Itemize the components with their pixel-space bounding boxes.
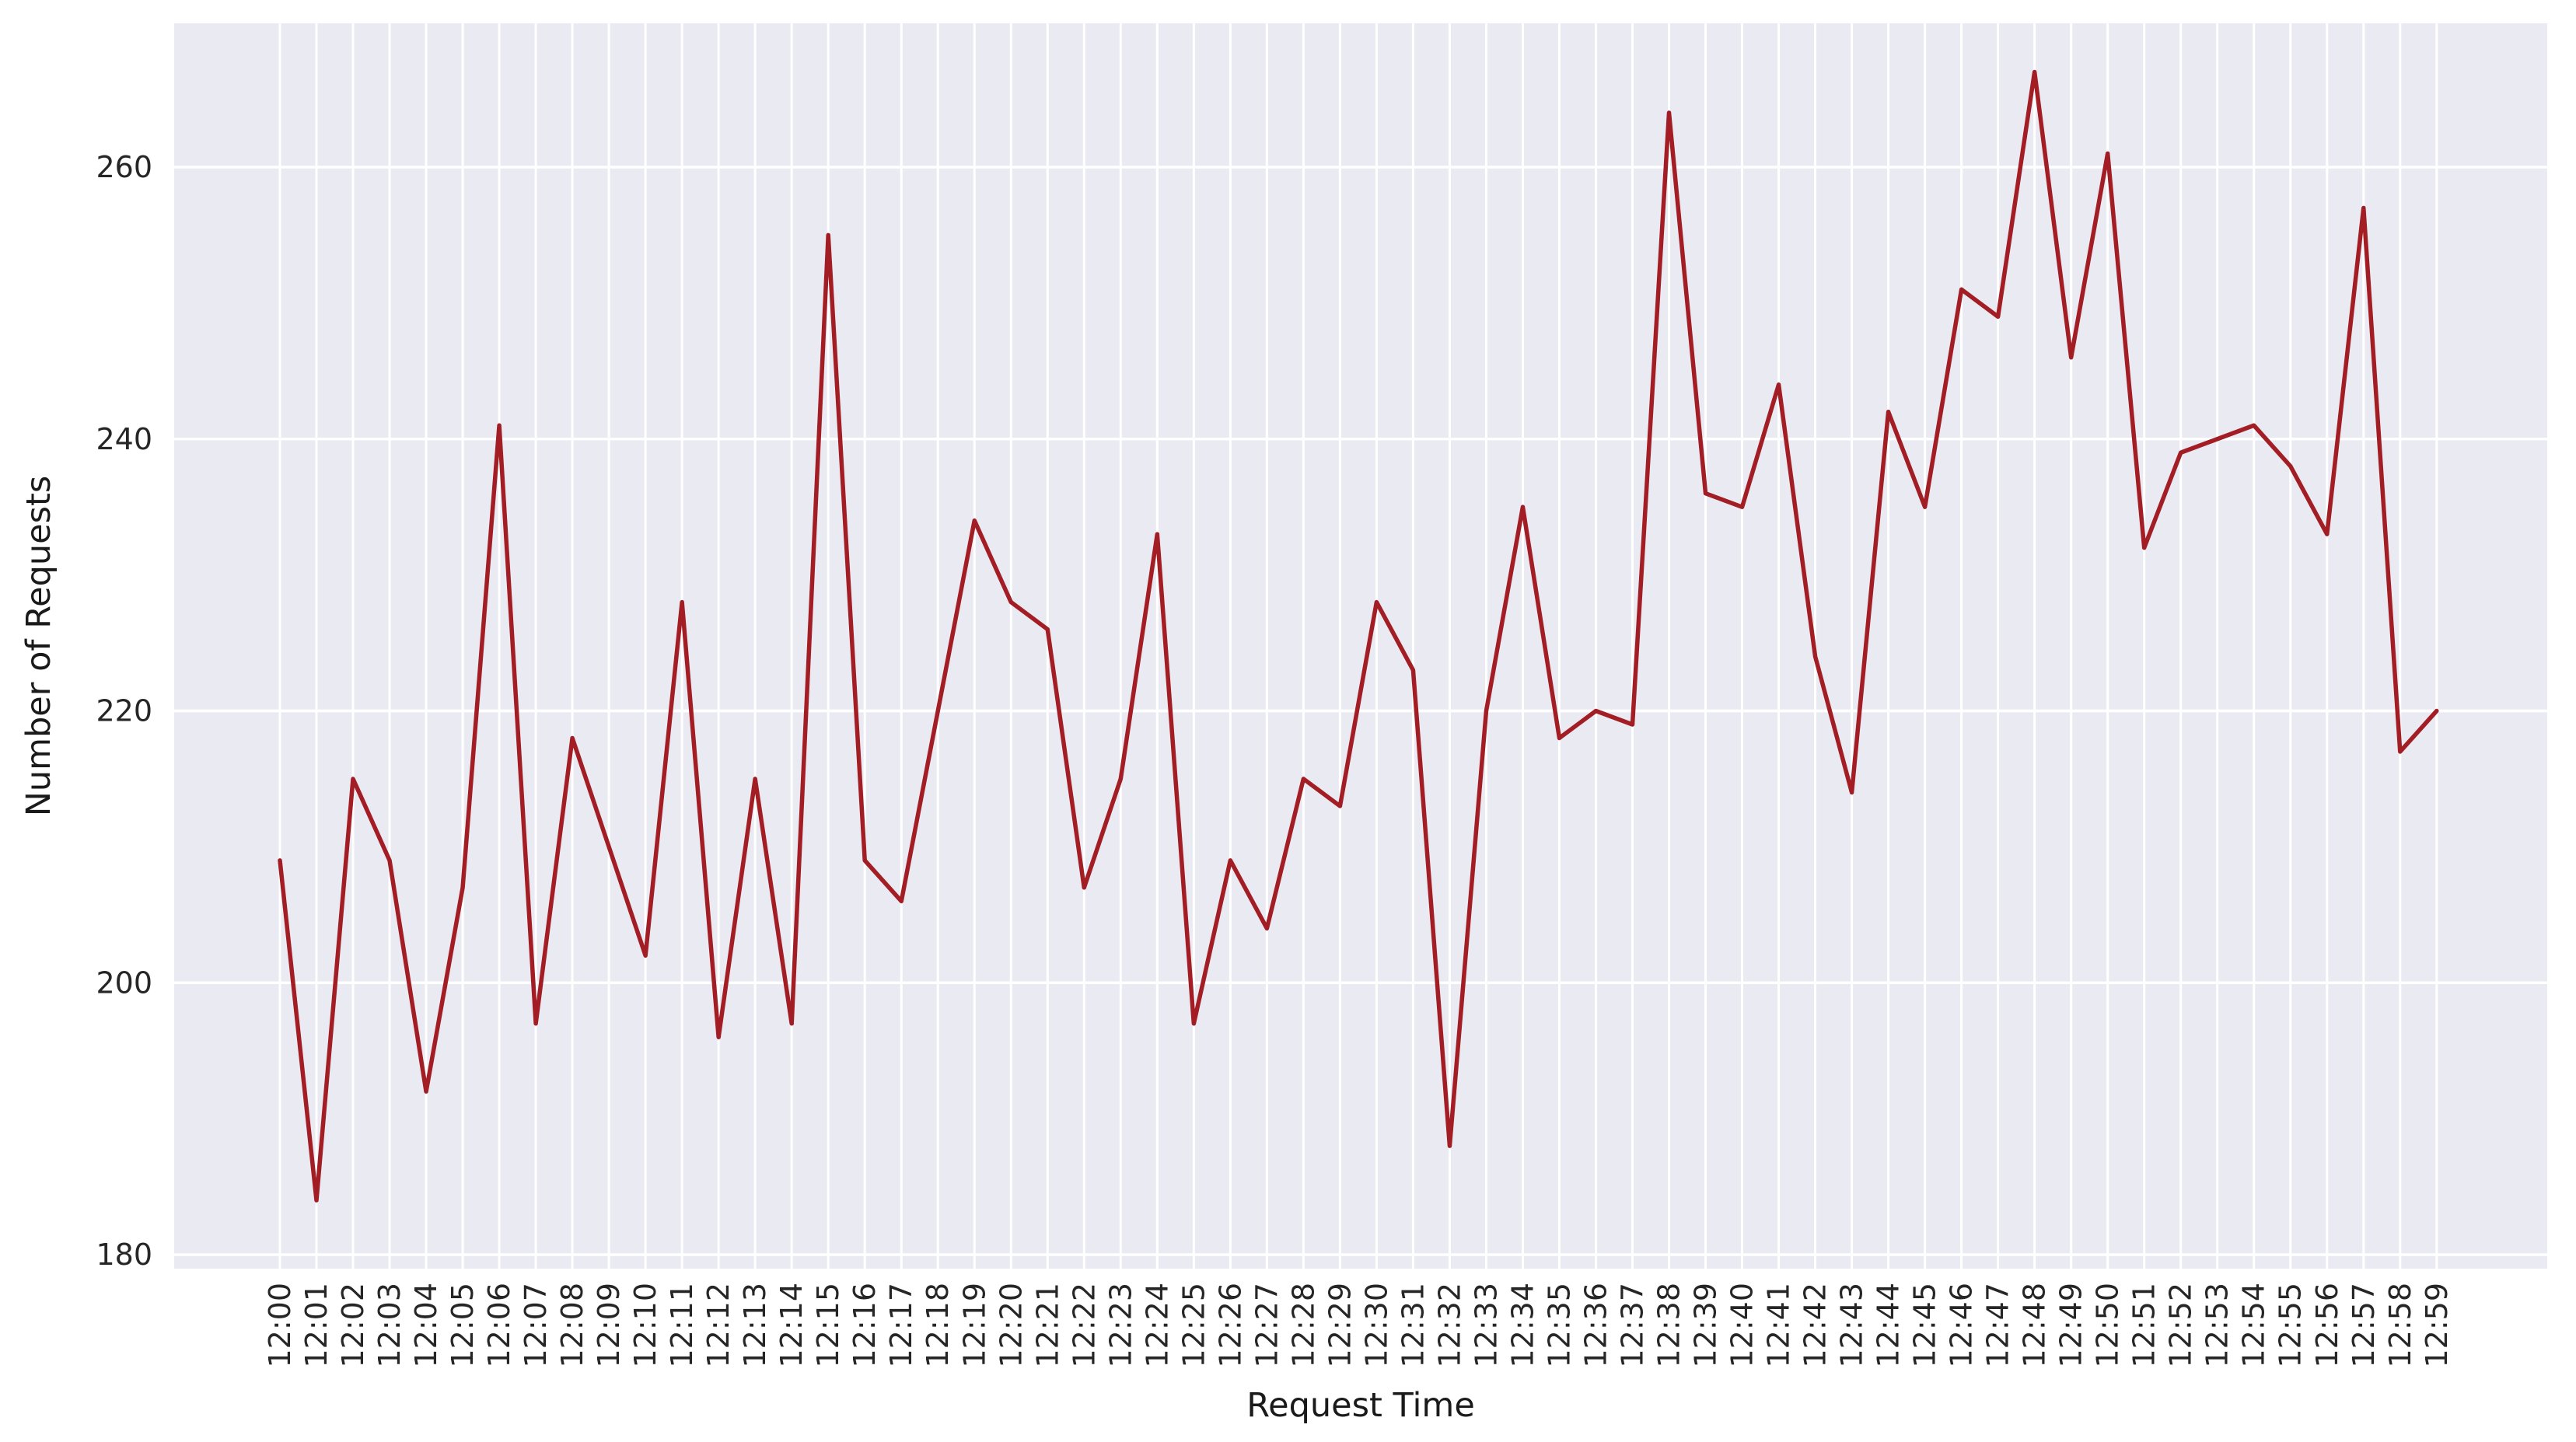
x-tick-label: 12:25 (1176, 1283, 1211, 1368)
y-tick-label: 240 (96, 422, 152, 456)
x-tick-label: 12:51 (2127, 1283, 2162, 1368)
y-tick-label: 220 (96, 694, 152, 728)
y-axis-tick-labels: 180 200 220 240 260 (96, 150, 152, 1272)
x-tick-label: 12:34 (1505, 1283, 1540, 1368)
x-tick-label: 12:41 (1762, 1283, 1796, 1368)
x-tick-label: 12:27 (1250, 1283, 1284, 1368)
x-tick-label: 12:55 (2274, 1283, 2308, 1368)
x-tick-label: 12:16 (848, 1283, 882, 1368)
x-tick-label: 12:09 (592, 1283, 626, 1368)
x-tick-label: 12:43 (1835, 1283, 1869, 1368)
x-tick-label: 12:21 (1030, 1283, 1064, 1368)
x-tick-label: 12:46 (1945, 1283, 1979, 1368)
x-tick-label: 12:06 (482, 1283, 516, 1368)
x-tick-label: 12:50 (2091, 1283, 2125, 1368)
x-tick-label: 12:38 (1652, 1283, 1686, 1368)
x-tick-label: 12:29 (1323, 1283, 1357, 1368)
x-tick-label: 12:57 (2347, 1283, 2381, 1368)
x-tick-label: 12:45 (1908, 1283, 1942, 1368)
y-axis-label: Number of Requests (19, 476, 58, 817)
x-tick-label: 12:19 (957, 1283, 991, 1368)
x-tick-label: 12:53 (2200, 1283, 2235, 1368)
x-tick-label: 12:56 (2310, 1283, 2344, 1368)
x-tick-label: 12:47 (1981, 1283, 2015, 1368)
x-tick-label: 12:39 (1689, 1283, 1723, 1368)
x-tick-label: 12:58 (2383, 1283, 2417, 1368)
y-tick-label: 180 (96, 1238, 152, 1272)
x-tick-label: 12:22 (1067, 1283, 1101, 1368)
x-tick-label: 12:07 (519, 1283, 553, 1368)
plot-background (174, 23, 2547, 1269)
x-tick-label: 12:12 (701, 1283, 736, 1368)
requests-line-series (278, 69, 2439, 1203)
x-tick-label: 12:24 (1140, 1283, 1174, 1368)
x-tick-label: 12:44 (1872, 1283, 1906, 1368)
x-tick-label: 12:15 (811, 1283, 845, 1368)
x-tick-label: 12:00 (263, 1283, 297, 1368)
x-tick-label: 12:31 (1396, 1283, 1430, 1368)
x-tick-label: 12:05 (446, 1283, 480, 1368)
x-tick-label: 12:49 (2054, 1283, 2088, 1368)
x-tick-label: 12:35 (1542, 1283, 1576, 1368)
x-axis-tick-labels: 12:00 12:01 12:02 12:03 12:04 12:05 12:06 12:07… (263, 1283, 2454, 1368)
x-tick-label: 12:26 (1213, 1283, 1247, 1368)
x-tick-label: 12:59 (2420, 1283, 2454, 1368)
x-tick-label: 12:30 (1359, 1283, 1393, 1368)
x-tick-label: 12:11 (665, 1283, 699, 1368)
x-tick-label: 12:17 (884, 1283, 918, 1368)
x-tick-label: 12:03 (372, 1283, 407, 1368)
x-tick-label: 12:18 (921, 1283, 955, 1368)
x-tick-label: 12:42 (1798, 1283, 1833, 1368)
x-tick-label: 12:36 (1578, 1283, 1613, 1368)
horizontal-gridlines (174, 166, 2547, 1256)
vertical-gridlines (278, 23, 2438, 1269)
x-tick-label: 12:20 (994, 1283, 1028, 1368)
x-tick-label: 12:28 (1286, 1283, 1320, 1368)
x-axis-label: Request Time (1246, 1386, 1475, 1425)
x-tick-label: 12:32 (1432, 1283, 1466, 1368)
x-tick-label: 12:02 (336, 1283, 370, 1368)
x-tick-label: 12:23 (1103, 1283, 1138, 1368)
x-tick-label: 12:52 (2164, 1283, 2198, 1368)
x-tick-label: 12:13 (738, 1283, 772, 1368)
x-tick-label: 12:37 (1615, 1283, 1649, 1368)
x-tick-label: 12:33 (1469, 1283, 1503, 1368)
y-tick-label: 200 (96, 965, 152, 1000)
x-tick-label: 12:40 (1725, 1283, 1760, 1368)
x-tick-label: 12:04 (409, 1283, 443, 1368)
x-tick-label: 12:01 (299, 1283, 334, 1368)
y-tick-label: 260 (96, 150, 152, 184)
x-tick-label: 12:54 (2237, 1283, 2271, 1368)
x-tick-label: 12:48 (2018, 1283, 2052, 1368)
x-tick-label: 12:08 (555, 1283, 589, 1368)
x-tick-label: 12:14 (774, 1283, 809, 1368)
x-tick-label: 12:10 (628, 1283, 662, 1368)
